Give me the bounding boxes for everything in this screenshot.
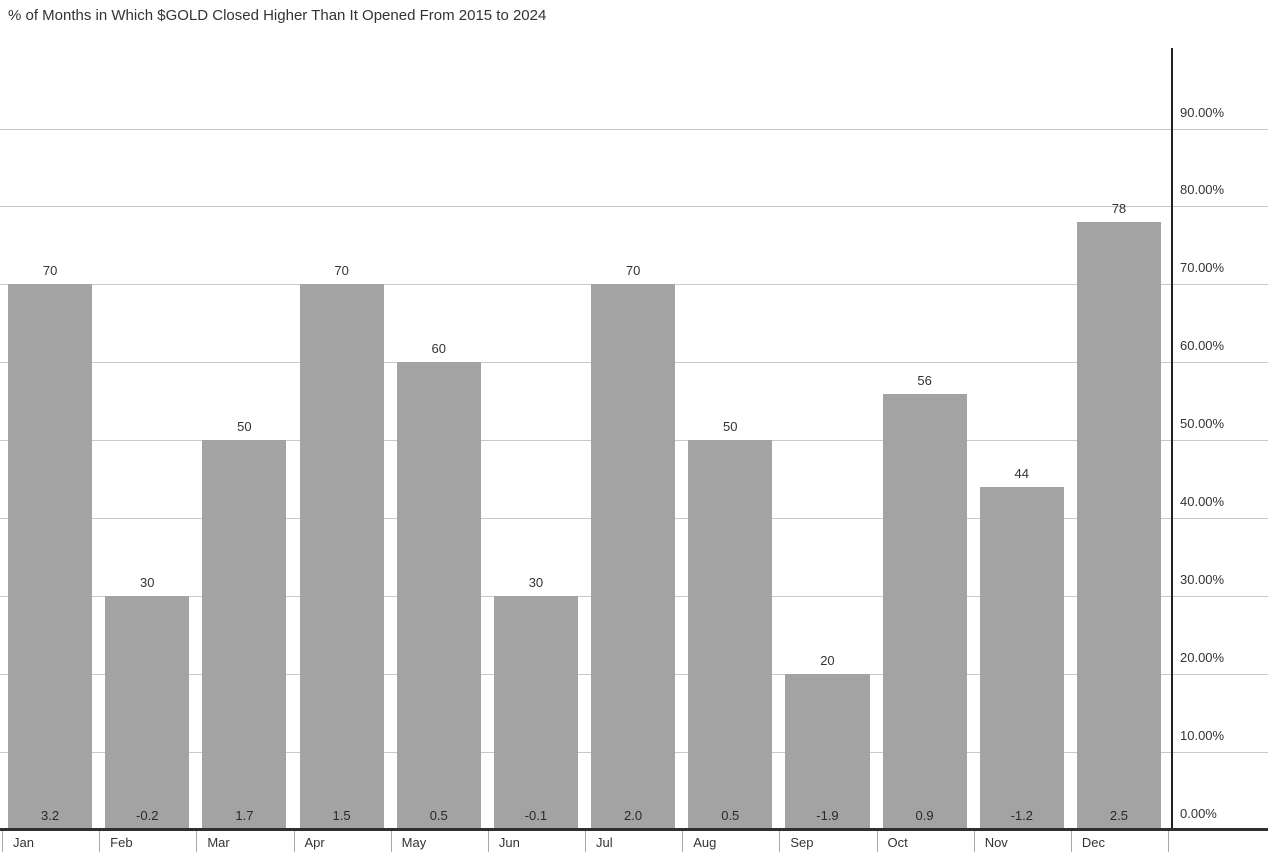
- bar: [882, 393, 967, 830]
- x-axis-boundary-tick: [585, 831, 587, 852]
- bar: [1076, 222, 1162, 830]
- bar-value-label: 50: [237, 419, 252, 435]
- bar: [979, 487, 1064, 830]
- bar-value-label: 70: [334, 263, 349, 279]
- bar-avg-change-label: 0.9: [915, 808, 934, 823]
- bar-value-label: 30: [528, 575, 544, 591]
- bar: [299, 284, 384, 830]
- x-axis-boundary-tick: [1168, 831, 1170, 852]
- gridline: [0, 128, 1268, 130]
- x-axis-boundary-tick: [682, 831, 684, 852]
- bar-avg-change-label: -0.2: [136, 808, 159, 823]
- y-axis-tick-label: 10.00%: [1180, 728, 1225, 744]
- bar: [785, 674, 870, 830]
- x-axis-line: [0, 828, 1268, 831]
- y-axis-tick-label: 80.00%: [1180, 182, 1225, 198]
- x-axis-boundary-tick: [487, 831, 489, 852]
- bar: [8, 284, 93, 830]
- month-label: Aug: [693, 835, 717, 850]
- month-label: Feb: [110, 835, 133, 850]
- bar: [396, 362, 481, 830]
- bar-avg-change-label: 0.5: [429, 808, 448, 823]
- y-axis-tick-label: 40.00%: [1180, 494, 1225, 510]
- y-axis-line: [1171, 48, 1173, 831]
- bar-avg-change-label: 1.5: [332, 808, 351, 823]
- bar-value-label: 78: [1111, 201, 1127, 217]
- month-label: May: [401, 835, 427, 850]
- month-label: Dec: [1081, 835, 1105, 850]
- y-axis-tick-label: 50.00%: [1180, 416, 1225, 432]
- x-axis-boundary-tick: [1070, 831, 1072, 852]
- bar-avg-change-label: 3.2: [41, 808, 60, 823]
- bar-avg-change-label: 0.5: [721, 808, 740, 823]
- bar: [591, 284, 676, 830]
- bar-value-label: 70: [42, 263, 58, 279]
- bar-value-label: 44: [1014, 466, 1029, 482]
- bar: [688, 440, 773, 830]
- x-axis-boundary-tick: [293, 831, 295, 852]
- x-axis-boundary-tick: [876, 831, 878, 852]
- month-label: Jun: [498, 835, 520, 850]
- month-label: Apr: [304, 835, 325, 850]
- month-label: Oct: [887, 835, 908, 850]
- bar-value-label: 50: [723, 419, 738, 435]
- bar-value-label: 20: [820, 653, 835, 669]
- bar-value-label: 70: [625, 263, 641, 279]
- bar-value-label: 30: [140, 575, 155, 591]
- y-axis-tick-label: 30.00%: [1180, 572, 1225, 588]
- bar-avg-change-label: 2.5: [1109, 808, 1128, 823]
- y-axis-tick-label: 60.00%: [1180, 338, 1225, 354]
- bar: [202, 440, 287, 830]
- month-label: Mar: [207, 835, 230, 850]
- month-label: Jul: [596, 835, 613, 850]
- bar-value-label: 60: [431, 341, 446, 357]
- y-axis-tick-label: 90.00%: [1180, 104, 1225, 120]
- bar-avg-change-label: -0.1: [524, 808, 548, 823]
- bar-avg-change-label: 2.0: [624, 808, 643, 823]
- month-label: Jan: [13, 835, 34, 850]
- x-axis-boundary-tick: [779, 831, 781, 852]
- x-axis-boundary-tick: [973, 831, 975, 852]
- x-axis-boundary-tick: [196, 831, 198, 852]
- y-axis-tick-label: 20.00%: [1180, 650, 1225, 666]
- chart-title: % of Months in Which $GOLD Closed Higher…: [8, 7, 547, 24]
- x-axis-boundary-tick: [99, 831, 101, 852]
- month-label: Sep: [790, 835, 814, 850]
- bar-value-label: 56: [917, 372, 932, 388]
- gridline: [0, 206, 1268, 208]
- bar-avg-change-label: -1.2: [1010, 808, 1033, 823]
- bar-avg-change-label: -1.9: [816, 808, 839, 823]
- bar-avg-change-label: 1.7: [235, 808, 254, 823]
- x-axis-boundary-tick: [2, 831, 3, 852]
- bar: [105, 596, 190, 830]
- y-axis-tick-label: 70.00%: [1180, 260, 1225, 276]
- x-axis-boundary-tick: [390, 831, 392, 852]
- y-axis-tick-label: 0.00%: [1180, 806, 1217, 821]
- month-label: Nov: [984, 835, 1008, 850]
- bar: [493, 596, 578, 830]
